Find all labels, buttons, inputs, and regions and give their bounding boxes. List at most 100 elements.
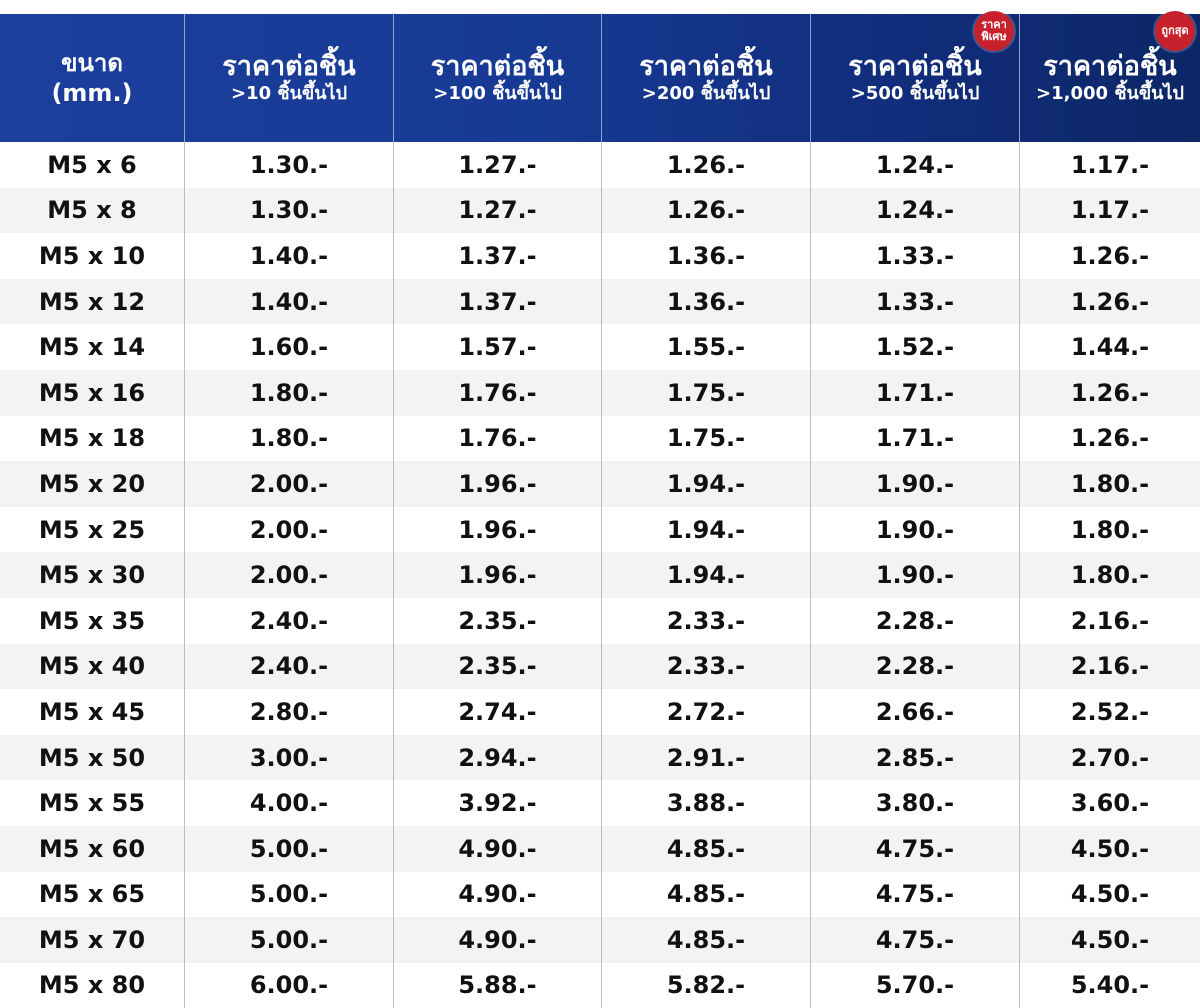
header-size-label: ขนาด	[61, 49, 123, 77]
price-100-cell: 1.37.-	[393, 233, 601, 279]
size-cell: M5 x 12	[38, 287, 146, 316]
header-sub: >500 ชิ้นขึ้นไป	[850, 83, 980, 104]
size-cell: M5 x 14	[38, 333, 146, 362]
price-500-cell: 2.28.-	[810, 643, 1019, 690]
price-1000-cell: 5.40.-	[1019, 962, 1200, 1008]
price-500-cell: 1.24.-	[810, 142, 1019, 188]
price-100-cell: 2.94.-	[393, 734, 601, 781]
price-500-cell: 4.75.-	[810, 871, 1019, 918]
price-200-cell: 5.82.-	[601, 962, 810, 1008]
price-10-cell: 1.40.-	[184, 233, 393, 279]
size-cell: M5 x 30	[38, 561, 146, 590]
header-title: ราคาต่อชิ้น	[222, 51, 356, 82]
price-1000-cell: 4.50.-	[1019, 825, 1200, 872]
price-1000-cell: 1.80.-	[1019, 552, 1200, 598]
price-100-cell: 1.76.-	[393, 369, 601, 416]
price-100-cell: 3.92.-	[393, 780, 601, 826]
price-10-cell: 1.30.-	[184, 187, 393, 234]
price-1000-cell: 1.17.-	[1019, 142, 1200, 188]
price-500-cell: 3.80.-	[810, 780, 1019, 826]
table-row: M5 x 65 5.00.- 4.90.- 4.85.- 4.75.- 4.50.-	[0, 871, 1200, 918]
size-cell: M5 x 65	[38, 880, 146, 909]
price-10-cell: 2.80.-	[184, 689, 393, 735]
price-10-cell: 5.00.-	[184, 917, 393, 963]
size-cell: M5 x 80	[38, 971, 146, 1000]
price-10-cell: 2.00.-	[184, 506, 393, 553]
size-cell: M5 x 40	[38, 652, 146, 681]
price-10-cell: 1.60.-	[184, 324, 393, 370]
price-100-cell: 1.37.-	[393, 278, 601, 325]
size-cell: M5 x 35	[38, 606, 146, 635]
header-sub: >200 ชิ้นขึ้นไป	[641, 83, 771, 104]
header-price-200: ราคาต่อชิ้น >200 ชิ้นขึ้นไป	[601, 14, 810, 142]
header-sub: >1,000 ชิ้นขึ้นไป	[1036, 83, 1184, 104]
header-title: ราคาต่อชิ้น	[430, 51, 565, 82]
table-row: M5 x 80 6.00.- 5.88.- 5.82.- 5.70.- 5.40.-	[0, 962, 1200, 1008]
price-500-cell: 1.71.-	[810, 369, 1019, 416]
price-10-cell: 2.00.-	[184, 552, 393, 598]
price-100-cell: 1.57.-	[393, 324, 601, 370]
price-200-cell: 2.33.-	[601, 597, 810, 644]
table-row: M5 x 6 1.30.- 1.27.- 1.26.- 1.24.- 1.17.-	[0, 142, 1200, 188]
price-500-cell: 1.90.-	[810, 552, 1019, 598]
price-10-cell: 2.40.-	[184, 643, 393, 690]
header-title: ราคาต่อชิ้น	[639, 51, 773, 82]
price-1000-cell: 1.17.-	[1019, 187, 1200, 234]
table-row: M5 x 45 2.80.- 2.74.- 2.72.- 2.66.- 2.52.-	[0, 689, 1200, 735]
price-200-cell: 2.72.-	[601, 689, 810, 735]
price-1000-cell: 2.16.-	[1019, 597, 1200, 644]
price-1000-cell: 1.26.-	[1019, 369, 1200, 416]
price-1000-cell: 1.26.-	[1019, 415, 1200, 462]
header-sub: >10 ชิ้นขึ้นไป	[230, 83, 347, 104]
badge-line1: ถูกสุด	[1161, 24, 1189, 37]
price-10-cell: 4.00.-	[184, 780, 393, 826]
price-100-cell: 4.90.-	[393, 917, 601, 963]
header-price-100: ราคาต่อชิ้น >100 ชิ้นขึ้นไป	[393, 14, 601, 142]
price-200-cell: 1.94.-	[601, 461, 810, 507]
header-sub: >100 ชิ้นขึ้นไป	[433, 83, 562, 104]
header-size: ขนาด (mm.)	[0, 14, 184, 142]
header-price-1000: ถูกสุด ราคาต่อชิ้น >1,000 ชิ้นขึ้นไป	[1019, 11, 1200, 142]
price-1000-cell: 1.80.-	[1019, 461, 1200, 507]
price-200-cell: 2.91.-	[601, 734, 810, 781]
table-row: M5 x 40 2.40.- 2.35.- 2.33.- 2.28.- 2.16.-	[0, 643, 1200, 690]
price-500-cell: 2.85.-	[810, 734, 1019, 781]
price-500-cell: 4.75.-	[810, 825, 1019, 872]
table-row: M5 x 12 1.40.- 1.37.- 1.36.- 1.33.- 1.26.-	[0, 278, 1200, 325]
cheapest-badge: ถูกสุด	[1155, 11, 1195, 51]
price-500-cell: 4.75.-	[810, 917, 1019, 963]
size-cell: M5 x 18	[38, 424, 146, 453]
table-row: M5 x 14 1.60.- 1.57.- 1.55.- 1.52.- 1.44.-	[0, 324, 1200, 370]
price-200-cell: 1.36.-	[601, 233, 810, 279]
special-price-badge: ราคา พิเศษ	[974, 11, 1014, 51]
header-price-10: ราคาต่อชิ้น >10 ชิ้นขึ้นไป	[184, 14, 393, 142]
size-cell: M5 x 10	[38, 241, 146, 270]
header-size-unit: (mm.)	[51, 79, 133, 107]
price-500-cell: 1.24.-	[810, 187, 1019, 234]
price-200-cell: 1.36.-	[601, 278, 810, 325]
table-row: M5 x 55 4.00.- 3.92.- 3.88.- 3.80.- 3.60.-	[0, 780, 1200, 826]
table-row: M5 x 25 2.00.- 1.96.- 1.94.- 1.90.- 1.80.-	[0, 506, 1200, 553]
price-1000-cell: 1.80.-	[1019, 506, 1200, 553]
table-row: M5 x 70 5.00.- 4.90.- 4.85.- 4.75.- 4.50.-	[0, 917, 1200, 963]
price-200-cell: 1.94.-	[601, 552, 810, 598]
price-100-cell: 5.88.-	[393, 962, 601, 1008]
size-cell: M5 x 55	[38, 789, 146, 818]
table-row: M5 x 10 1.40.- 1.37.- 1.36.- 1.33.- 1.26.-	[0, 233, 1200, 279]
price-500-cell: 1.52.-	[810, 324, 1019, 370]
table-row: M5 x 8 1.30.- 1.27.- 1.26.- 1.24.- 1.17.-	[0, 187, 1200, 234]
table-row: M5 x 35 2.40.- 2.35.- 2.33.- 2.28.- 2.16.-	[0, 597, 1200, 644]
price-1000-cell: 3.60.-	[1019, 780, 1200, 826]
price-200-cell: 2.33.-	[601, 643, 810, 690]
price-100-cell: 4.90.-	[393, 871, 601, 918]
table-body: M5 x 6 1.30.- 1.27.- 1.26.- 1.24.- 1.17.- M5 x…	[0, 142, 1200, 1008]
price-1000-cell: 1.26.-	[1019, 278, 1200, 325]
table-header: ขนาด (mm.) ราคาต่อชิ้น >10 ชิ้นขึ้นไป รา…	[0, 11, 1200, 142]
size-cell: M5 x 25	[38, 515, 146, 544]
badge-line2: พิเศษ	[981, 30, 1007, 43]
size-cell: M5 x 70	[38, 925, 146, 954]
price-200-cell: 1.75.-	[601, 369, 810, 416]
price-500-cell: 1.90.-	[810, 506, 1019, 553]
price-500-cell: 1.33.-	[810, 233, 1019, 279]
